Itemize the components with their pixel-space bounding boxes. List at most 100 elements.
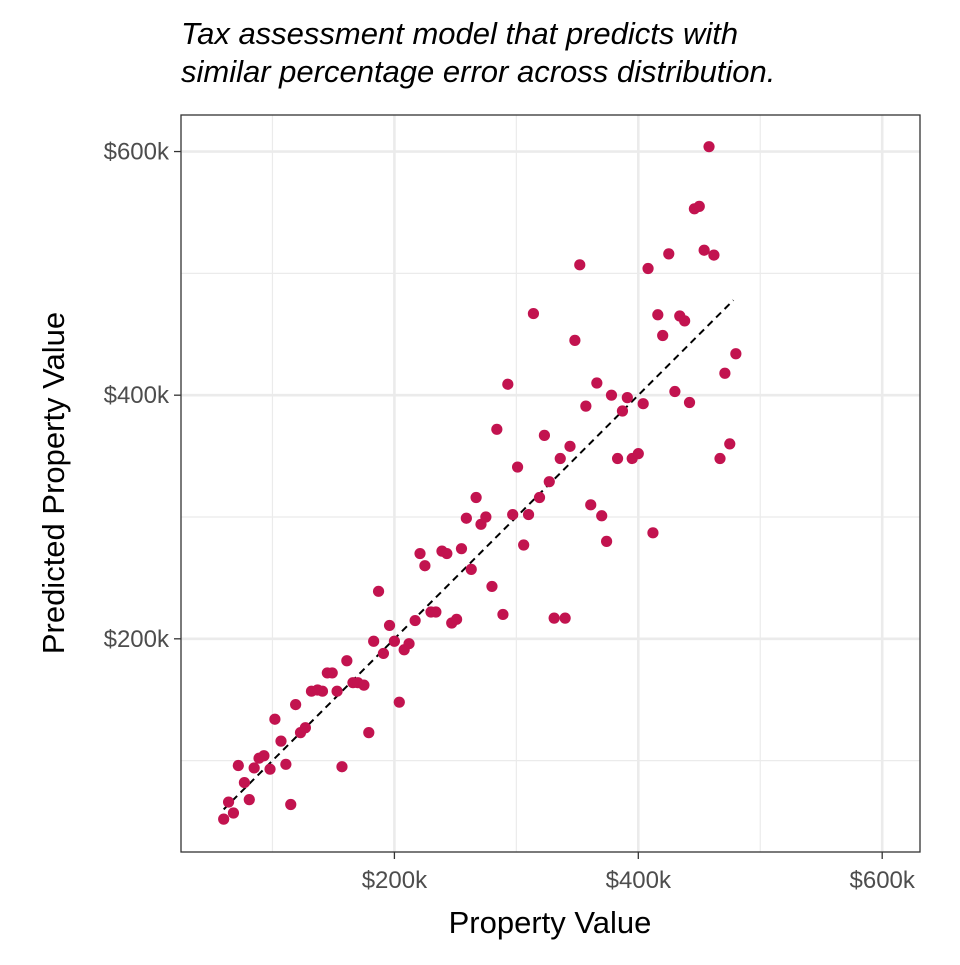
data-point xyxy=(403,638,415,650)
data-point xyxy=(669,385,681,398)
data-point xyxy=(368,635,380,647)
y-axis-label: Predicted Property Value xyxy=(36,312,71,654)
data-point xyxy=(543,476,555,488)
x-tick-label: $600k xyxy=(850,867,916,894)
data-point xyxy=(507,508,519,521)
data-point xyxy=(465,563,477,575)
data-point xyxy=(647,527,659,539)
data-point xyxy=(574,259,586,271)
data-point xyxy=(341,655,353,667)
data-point xyxy=(637,398,649,410)
data-point xyxy=(358,679,370,691)
data-point xyxy=(518,539,530,551)
data-point xyxy=(414,547,426,560)
x-axis: $200k $400k $600k xyxy=(362,852,916,894)
data-point xyxy=(290,699,302,711)
data-point xyxy=(533,491,546,504)
data-point xyxy=(336,761,348,773)
data-point xyxy=(511,461,524,473)
data-point xyxy=(316,685,329,697)
data-point xyxy=(652,309,664,321)
data-point xyxy=(693,200,705,212)
chart-title-line-2: similar percentage error across distribu… xyxy=(181,54,775,89)
data-point xyxy=(430,606,442,618)
data-point xyxy=(569,334,581,346)
data-point xyxy=(616,405,629,417)
data-point xyxy=(331,685,343,697)
data-point xyxy=(480,511,492,523)
data-point xyxy=(585,499,597,511)
data-point xyxy=(451,613,463,625)
data-point xyxy=(243,794,255,806)
data-point xyxy=(441,547,453,560)
data-point xyxy=(580,400,592,412)
data-point xyxy=(679,315,691,327)
data-point xyxy=(232,759,244,772)
x-tick-label: $200k xyxy=(362,867,428,894)
data-point xyxy=(409,614,421,627)
data-point xyxy=(502,378,514,390)
data-point xyxy=(596,510,608,522)
data-point xyxy=(714,452,726,465)
data-point xyxy=(719,367,731,379)
data-point xyxy=(621,392,633,404)
data-point xyxy=(470,491,482,504)
data-point xyxy=(611,452,624,465)
data-point xyxy=(642,262,654,275)
data-point xyxy=(388,635,401,647)
data-point xyxy=(491,423,503,435)
data-point xyxy=(730,348,742,360)
data-point xyxy=(383,619,396,632)
data-point xyxy=(264,763,276,775)
data-point xyxy=(377,647,390,660)
data-point xyxy=(605,389,618,401)
data-point xyxy=(591,377,603,389)
data-point xyxy=(632,448,644,460)
data-point xyxy=(683,396,696,409)
data-point xyxy=(238,776,251,789)
data-point xyxy=(663,248,675,260)
grid xyxy=(181,115,920,852)
y-tick-label: $600k xyxy=(104,139,170,166)
data-point xyxy=(326,667,338,679)
data-point xyxy=(538,429,551,441)
data-point xyxy=(486,580,498,593)
panel-border xyxy=(180,114,921,853)
data-point xyxy=(299,722,311,734)
x-axis-label: Property Value xyxy=(449,905,652,940)
data-point xyxy=(657,329,669,342)
x-tick-label: $400k xyxy=(606,867,672,894)
data-point xyxy=(393,696,405,708)
data-point xyxy=(258,750,270,762)
data-point xyxy=(460,512,472,524)
data-point xyxy=(698,244,710,256)
data-point xyxy=(248,762,260,774)
data-point xyxy=(269,713,281,725)
data-point xyxy=(363,727,375,739)
data-point xyxy=(564,440,576,452)
data-point xyxy=(222,796,235,808)
data-point xyxy=(527,307,540,320)
data-point xyxy=(419,560,431,572)
data-point xyxy=(372,585,385,597)
data-point xyxy=(218,813,230,825)
data-point xyxy=(522,508,535,521)
data-point xyxy=(280,758,292,770)
data-point xyxy=(285,798,297,811)
data-point xyxy=(275,735,287,747)
data-point xyxy=(548,612,560,624)
data-point xyxy=(554,452,566,465)
data-point xyxy=(724,438,736,450)
data-point xyxy=(559,612,571,624)
data-point xyxy=(600,535,613,547)
data-point xyxy=(227,807,240,819)
y-axis: $200k $400k $600k xyxy=(104,139,181,653)
data-point xyxy=(703,141,715,153)
chart-title-line-1: Tax assessment model that predicts with xyxy=(181,16,738,51)
points-group xyxy=(218,141,742,825)
data-point xyxy=(708,249,720,261)
data-point xyxy=(497,608,509,621)
y-tick-label: $400k xyxy=(104,382,170,409)
y-tick-label: $200k xyxy=(104,626,170,653)
